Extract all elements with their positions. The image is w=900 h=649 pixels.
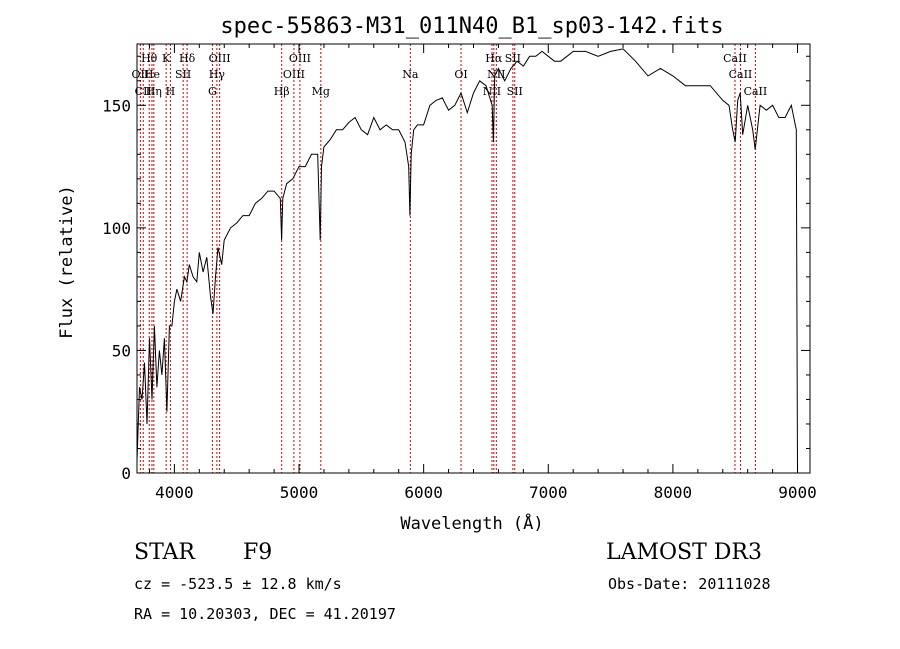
x-tick-label: 4000 bbox=[155, 483, 194, 502]
line-label: Hη bbox=[146, 85, 162, 98]
obs-date: Obs-Date: 20111028 bbox=[608, 575, 771, 593]
line-label: CaII bbox=[744, 85, 768, 98]
ra-dec: RA = 10.20303, DEC = 41.20197 bbox=[134, 605, 396, 623]
line-label: Hα bbox=[485, 52, 503, 65]
chart-title: spec-55863-M31_011N40_B1_sp03-142.fits bbox=[220, 14, 723, 39]
x-axis-label: Wavelength (Å) bbox=[400, 512, 543, 534]
object-class: STAR bbox=[134, 540, 195, 565]
x-axis-ticks: 4000 5000 6000 7000 8000 9000 bbox=[148, 44, 817, 502]
line-label: Hγ bbox=[209, 68, 226, 81]
line-label: OIII bbox=[283, 68, 305, 81]
x-tick-label: 6000 bbox=[404, 483, 443, 502]
plot-frame bbox=[136, 43, 811, 474]
line-label: OI bbox=[454, 68, 467, 81]
line-label: SII bbox=[505, 52, 521, 65]
line-label: K bbox=[162, 52, 171, 65]
line-label: SII bbox=[175, 68, 191, 81]
x-tick-label: 9000 bbox=[778, 483, 817, 502]
line-label: SII bbox=[507, 85, 523, 98]
line-label: H bbox=[166, 85, 176, 98]
y-tick-label: 150 bbox=[102, 96, 131, 115]
line-label: Hβ bbox=[274, 85, 290, 98]
line-label: Na bbox=[402, 68, 419, 81]
object-subclass: F9 bbox=[243, 540, 273, 565]
y-tick-label: 50 bbox=[112, 341, 131, 360]
y-axis-ticks: 0 50 100 150 bbox=[102, 55, 810, 483]
line-label: OIII bbox=[209, 52, 231, 65]
line-label: Hθ bbox=[141, 52, 158, 65]
y-tick-label: 0 bbox=[121, 464, 131, 483]
line-label: CaII bbox=[723, 52, 747, 65]
x-tick-label: 7000 bbox=[529, 483, 568, 502]
y-tick-label: 100 bbox=[102, 219, 131, 238]
survey-name: LAMOST DR3 bbox=[606, 540, 762, 565]
y-axis-label: Flux (relative) bbox=[57, 185, 77, 339]
line-label: NII bbox=[483, 85, 501, 98]
line-label: CII bbox=[135, 85, 152, 98]
line-label: CaII bbox=[729, 68, 753, 81]
x-tick-label: 8000 bbox=[654, 483, 693, 502]
line-label: Hδ bbox=[179, 52, 196, 65]
line-label: G bbox=[208, 85, 217, 98]
line-label: OIII bbox=[289, 52, 311, 65]
spectral-line-markers bbox=[139, 44, 756, 473]
line-label: OII bbox=[132, 68, 150, 81]
spectrum-line bbox=[136, 48, 798, 474]
line-label: He bbox=[144, 68, 160, 81]
cz-value: cz = -523.5 ± 12.8 km/s bbox=[134, 575, 342, 593]
x-tick-label: 5000 bbox=[280, 483, 319, 502]
line-label: Mg bbox=[312, 85, 330, 98]
line-label: NII bbox=[487, 68, 505, 81]
